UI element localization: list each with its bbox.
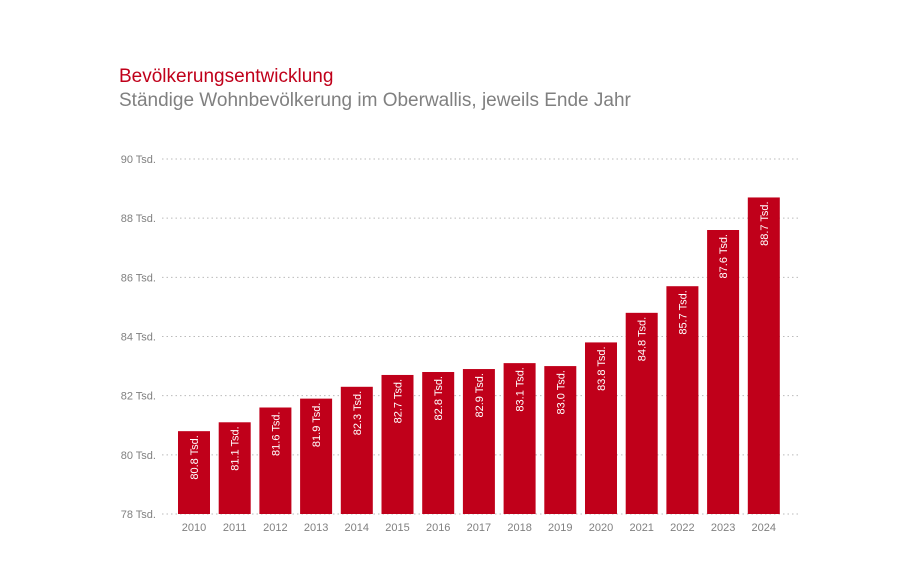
bar xyxy=(462,369,495,514)
bar xyxy=(300,398,333,514)
bar xyxy=(259,407,292,514)
data-label: 82.9 Tsd. xyxy=(474,373,486,417)
data-label: 82.3 Tsd. xyxy=(352,391,364,435)
data-label: 83.1 Tsd. xyxy=(515,367,527,411)
bar xyxy=(707,230,740,514)
bar xyxy=(340,386,373,514)
bar xyxy=(544,366,577,514)
bar xyxy=(381,374,414,514)
x-tick-label: 2023 xyxy=(711,522,735,534)
x-tick-label: 2017 xyxy=(467,522,491,534)
bar xyxy=(503,363,536,514)
x-tick-label: 2014 xyxy=(345,522,369,534)
x-tick-label: 2019 xyxy=(548,522,572,534)
x-tick-label: 2022 xyxy=(670,522,694,534)
y-tick-label: 78 Tsd. xyxy=(121,509,156,521)
x-tick-label: 2021 xyxy=(629,522,653,534)
bar xyxy=(178,431,210,514)
data-label: 80.8 Tsd. xyxy=(189,435,201,479)
y-tick-label: 86 Tsd. xyxy=(121,272,156,284)
data-label: 84.8 Tsd. xyxy=(637,317,649,361)
data-label: 81.9 Tsd. xyxy=(311,403,323,447)
y-tick-label: 82 Tsd. xyxy=(121,391,156,403)
data-label: 82.7 Tsd. xyxy=(393,379,405,423)
x-tick-label: 2020 xyxy=(589,522,613,534)
bar xyxy=(218,422,251,514)
data-label: 81.1 Tsd. xyxy=(230,426,242,470)
x-tick-label: 2010 xyxy=(182,522,206,534)
bar xyxy=(585,342,617,514)
chart-subtitle: Ständige Wohnbevölkerung im Oberwallis, … xyxy=(119,90,631,111)
data-label: 85.7 Tsd. xyxy=(677,290,689,334)
y-tick-label: 84 Tsd. xyxy=(121,332,156,344)
data-label: 83.0 Tsd. xyxy=(555,370,567,414)
data-label: 87.6 Tsd. xyxy=(718,234,730,278)
y-tick-label: 88 Tsd. xyxy=(121,213,156,225)
x-tick-label: 2011 xyxy=(223,522,247,534)
data-label: 81.6 Tsd. xyxy=(270,412,282,456)
bar xyxy=(666,286,699,514)
x-tick-label: 2024 xyxy=(752,522,776,534)
x-tick-label: 2018 xyxy=(507,522,531,534)
chart-title: Bevölkerungsentwicklung xyxy=(119,66,334,87)
x-tick-label: 2012 xyxy=(263,522,287,534)
data-label: 88.7 Tsd. xyxy=(759,201,771,245)
data-label: 82.8 Tsd. xyxy=(433,376,445,420)
y-tick-label: 90 Tsd. xyxy=(121,154,156,166)
data-label: 83.8 Tsd. xyxy=(596,346,608,390)
bar xyxy=(625,312,658,514)
y-tick-label: 80 Tsd. xyxy=(121,450,156,462)
x-tick-label: 2013 xyxy=(304,522,328,534)
x-tick-label: 2016 xyxy=(426,522,450,534)
bar xyxy=(422,372,455,514)
x-tick-label: 2015 xyxy=(385,522,409,534)
bar xyxy=(747,197,780,515)
